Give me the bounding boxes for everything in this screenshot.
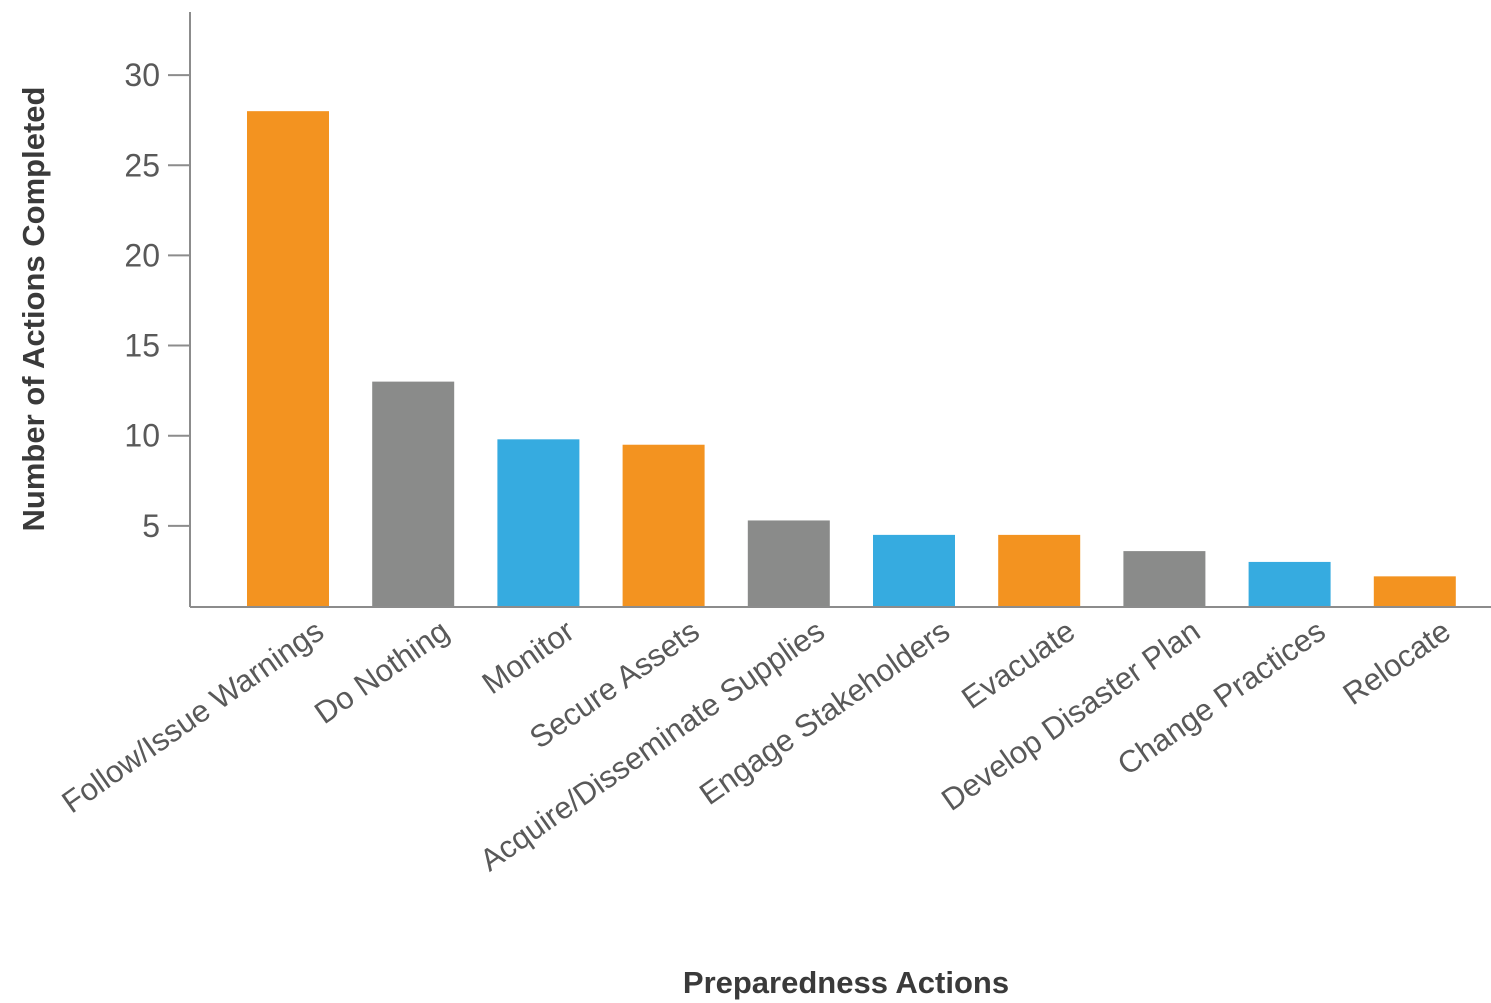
- bar: [873, 534, 955, 607]
- y-tick-label: 25: [124, 147, 160, 183]
- bar: [1373, 576, 1456, 607]
- bar: [247, 111, 329, 608]
- bar: [497, 439, 580, 607]
- bar: [1248, 561, 1331, 607]
- y-tick-label: 10: [124, 418, 160, 454]
- y-tick-label: 30: [124, 57, 160, 93]
- x-tick-label: Follow/Issue Warnings: [55, 613, 330, 820]
- y-axis-title: Number of Actions Completed: [16, 87, 51, 532]
- bar: [372, 381, 455, 607]
- y-ticks: 5 10 15 20 25 30: [124, 57, 190, 544]
- bar: [747, 520, 830, 607]
- x-axis-title: Preparedness Actions: [683, 965, 1009, 1000]
- bar: [622, 444, 705, 607]
- bar: [998, 534, 1081, 607]
- x-tick-label: Do Nothing: [308, 613, 455, 731]
- y-tick-label: 20: [124, 237, 160, 273]
- y-tick-label: 5: [142, 508, 160, 544]
- x-tick-label: Change Practices: [1111, 613, 1332, 782]
- y-tick-label: 15: [124, 328, 160, 364]
- bar: [1123, 551, 1206, 607]
- x-tick-label: Monitor: [476, 613, 581, 701]
- x-tick-label: Relocate: [1337, 613, 1457, 712]
- bars-layer: [247, 111, 1456, 608]
